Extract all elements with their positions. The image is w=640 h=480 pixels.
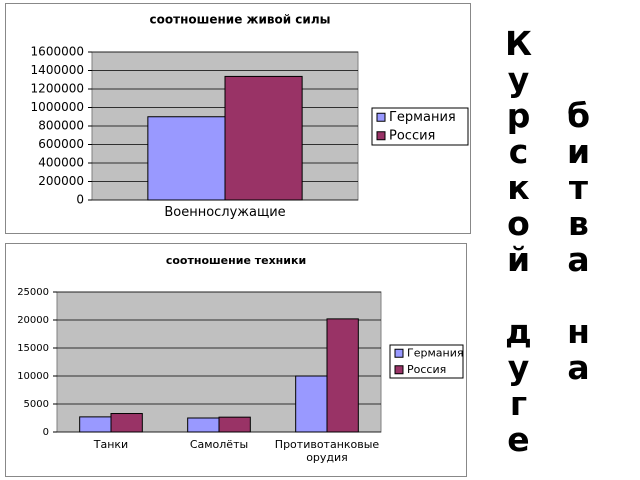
y-tick-label: 1600000 (31, 45, 84, 59)
y-tick-label: 10000 (17, 371, 49, 382)
bar (326, 318, 359, 433)
bar (295, 375, 328, 433)
legend-label: Германия (407, 346, 463, 359)
x-label-box: Противотанковые орудия (274, 438, 380, 464)
y-tick-label: 0 (43, 427, 49, 438)
y-tick-label: 1000000 (31, 100, 84, 114)
y-tick-label: 0 (76, 193, 84, 207)
y-tick-label: 600000 (38, 137, 84, 151)
y-tick-label: 5000 (24, 399, 49, 410)
bar (79, 416, 112, 433)
x-tick-label: Танки (93, 438, 129, 451)
y-tick-label: 400000 (38, 156, 84, 170)
legend-label: Россия (407, 363, 446, 376)
y-tick-label: 200000 (38, 174, 84, 188)
x-tick-label: Противотанковые орудия (274, 438, 380, 464)
bar (224, 75, 303, 201)
bar (187, 417, 220, 433)
chart-title: соотношение техники (166, 254, 306, 267)
legend-swatch (394, 365, 404, 375)
legend-label: Германия (389, 110, 456, 125)
legend-swatch (376, 131, 386, 141)
y-tick-label: 20000 (17, 315, 49, 326)
bar (147, 116, 226, 201)
y-tick-label: 15000 (17, 343, 49, 354)
chart-title: соотношение живой силы (150, 13, 331, 27)
x-label-box: Военнослужащие (164, 206, 286, 220)
bar (110, 413, 143, 433)
y-tick-label: 1400000 (31, 63, 84, 77)
legend-box (371, 107, 469, 146)
x-label-box: Танки (93, 438, 129, 451)
x-label-box: Самолёты (189, 438, 249, 451)
legend-label: Россия (389, 128, 435, 143)
legend-swatch (376, 112, 386, 122)
y-tick-label: 25000 (17, 287, 49, 298)
bar (218, 416, 251, 433)
legend-swatch (394, 348, 404, 358)
y-tick-label: 800000 (38, 119, 84, 133)
y-tick-label: 1200000 (31, 82, 84, 96)
x-tick-label: Военнослужащие (164, 206, 286, 220)
x-tick-label: Самолёты (189, 438, 249, 451)
side-title: битва на Курской дуге (499, 24, 598, 456)
